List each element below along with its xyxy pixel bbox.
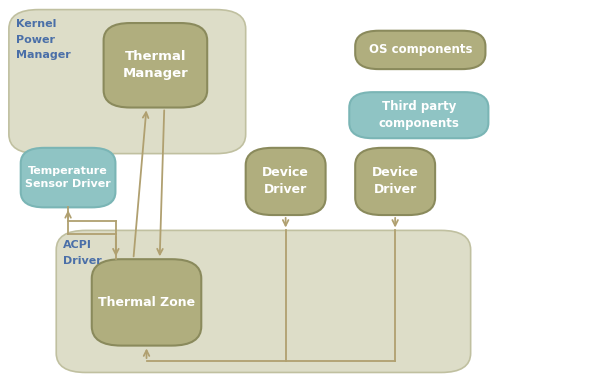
FancyBboxPatch shape: [104, 23, 207, 108]
Text: Temperature
Sensor Driver: Temperature Sensor Driver: [25, 166, 111, 189]
Text: ACPI
Driver: ACPI Driver: [63, 240, 102, 266]
Text: Kernel
Power
Manager: Kernel Power Manager: [16, 19, 70, 60]
FancyBboxPatch shape: [92, 259, 201, 346]
FancyBboxPatch shape: [56, 230, 471, 372]
Text: OS components: OS components: [369, 43, 472, 56]
FancyBboxPatch shape: [355, 148, 435, 215]
Text: Device
Driver: Device Driver: [262, 166, 309, 197]
FancyBboxPatch shape: [355, 31, 485, 69]
Text: Third party
components: Third party components: [378, 100, 459, 130]
Text: Device
Driver: Device Driver: [372, 166, 419, 197]
FancyBboxPatch shape: [349, 92, 488, 138]
Text: Thermal Zone: Thermal Zone: [98, 296, 195, 309]
FancyBboxPatch shape: [246, 148, 326, 215]
Text: Thermal
Manager: Thermal Manager: [123, 50, 188, 80]
FancyBboxPatch shape: [21, 148, 115, 207]
FancyBboxPatch shape: [9, 10, 246, 154]
